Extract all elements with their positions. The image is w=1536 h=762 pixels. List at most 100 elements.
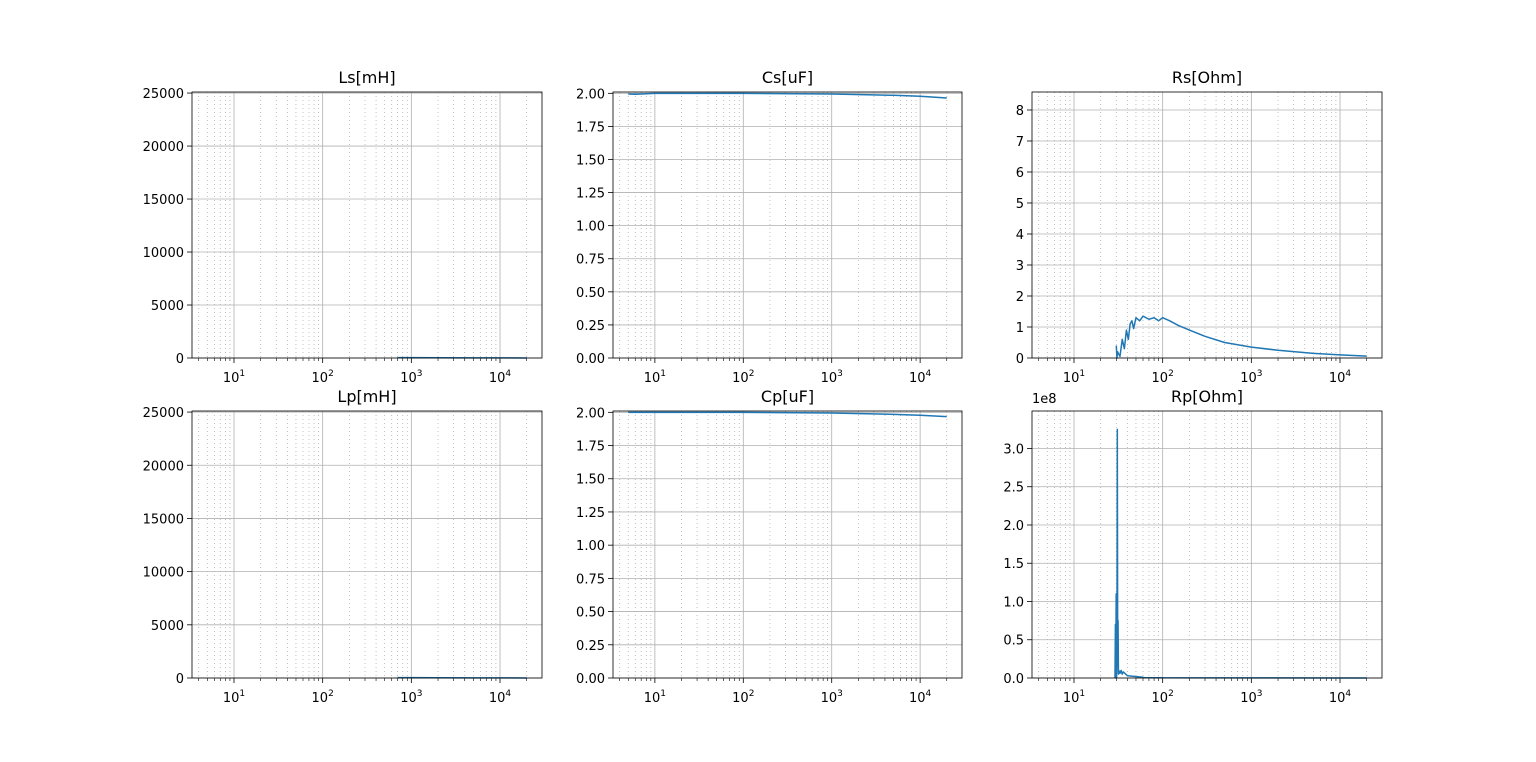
y-tick-label: 15000 [143,512,184,527]
x-tick-base: 10 [1063,691,1080,706]
x-tick-exponent: 1 [239,689,245,699]
x-tick-exponent: 4 [1345,689,1351,699]
x-tick-exponent: 3 [837,689,843,699]
y-tick-label: 8 [1016,104,1024,119]
y-tick-label: 1.75 [576,440,605,455]
x-tick-exponent: 3 [837,369,843,379]
y-tick-label: 7 [1016,135,1024,150]
x-tick-label: 104 [1329,369,1352,386]
y-tick-label: 5 [1016,197,1024,212]
y-tick-label: 1.0 [1003,595,1024,610]
x-tick-base: 10 [489,371,506,386]
y-tick-label: 1.00 [576,220,605,235]
y-tick-label: 2 [1016,290,1024,305]
x-tick-label: 102 [732,369,754,386]
y-tick-label: 1.5 [1003,557,1024,572]
y-tick-label: 10000 [143,566,184,581]
y-tick-label: 1 [1016,321,1024,336]
x-tick-exponent: 1 [1079,689,1085,699]
x-tick-exponent: 3 [417,369,423,379]
y-tick-label: 4 [1016,228,1024,243]
y-tick-label: 0.5 [1003,634,1024,649]
x-tick-exponent: 3 [417,689,423,699]
x-tick-base: 10 [644,691,661,706]
subplot-title: Rp[Ohm] [1171,387,1243,406]
y-tick-label: 0.00 [576,672,605,687]
x-tick-exponent: 2 [749,369,755,379]
series-line [628,92,947,99]
x-tick-label: 104 [489,689,512,706]
y-tick-label: 25000 [143,406,184,421]
series-line [628,411,947,418]
y-tick-label: 5000 [151,299,184,314]
y-tick-label: 20000 [143,459,184,474]
y-tick-label: 1.75 [576,120,605,135]
y-tick-label: 10000 [143,246,184,261]
x-tick-label: 103 [400,689,422,706]
x-tick-base: 10 [1240,371,1257,386]
y-tick-label: 1.25 [576,506,605,521]
x-tick-base: 10 [400,691,417,706]
series-line [1115,315,1367,359]
x-tick-label: 104 [1329,689,1352,706]
y-tick-label: 3 [1016,259,1024,274]
axes-frame [1031,91,1383,359]
y-tick-label: 0.0 [1003,672,1024,687]
x-tick-base: 10 [732,691,749,706]
y-tick-label: 2.0 [1003,519,1024,534]
x-tick-exponent: 1 [660,369,666,379]
x-tick-base: 10 [909,371,926,386]
x-tick-exponent: 2 [328,369,334,379]
y-tick-label: 1.00 [576,539,605,554]
subplot-title: Lp[mH] [337,387,396,406]
x-tick-label: 101 [223,369,245,386]
offset-text: 1e8 [1032,392,1057,407]
x-tick-base: 10 [1063,371,1080,386]
x-tick-base: 10 [1152,691,1169,706]
x-tick-label: 101 [644,369,666,386]
x-tick-base: 10 [1240,691,1257,706]
x-tick-label: 102 [732,689,754,706]
x-tick-exponent: 1 [239,369,245,379]
series-line [1114,428,1367,679]
x-tick-base: 10 [1329,691,1346,706]
y-tick-label: 0.25 [576,319,605,334]
y-tick-label: 15000 [143,193,184,208]
x-tick-label: 103 [1240,689,1262,706]
x-tick-base: 10 [489,691,506,706]
x-tick-exponent: 3 [1257,369,1263,379]
y-tick-label: 0 [176,672,184,687]
x-tick-exponent: 2 [328,689,334,699]
y-tick-label: 2.00 [576,406,605,421]
x-tick-label: 103 [400,369,422,386]
x-tick-label: 102 [1152,369,1174,386]
axes-frame [612,91,963,359]
x-tick-exponent: 1 [1079,369,1085,379]
x-tick-base: 10 [1152,371,1169,386]
x-tick-label: 101 [223,689,245,706]
x-tick-base: 10 [821,371,838,386]
y-tick-label: 1.50 [576,473,605,488]
x-tick-label: 104 [489,369,512,386]
y-tick-label: 0.00 [576,352,605,367]
x-tick-label: 103 [821,369,843,386]
subplot-title: Cp[uF] [761,387,814,406]
x-tick-label: 104 [909,689,932,706]
y-tick-label: 6 [1016,166,1024,181]
x-tick-base: 10 [312,691,329,706]
x-tick-base: 10 [644,371,661,386]
y-tick-label: 0.75 [576,253,605,268]
x-tick-base: 10 [223,371,240,386]
x-tick-exponent: 4 [1345,369,1351,379]
axes-frame [612,410,963,679]
y-tick-label: 1.25 [576,187,605,202]
subplot-title: Ls[mH] [338,68,395,87]
x-tick-base: 10 [312,371,329,386]
x-tick-label: 102 [312,689,334,706]
x-tick-label: 101 [1063,689,1085,706]
x-tick-exponent: 2 [1168,369,1174,379]
y-tick-label: 0.75 [576,572,605,587]
x-tick-exponent: 4 [505,689,511,699]
y-tick-label: 2.5 [1003,481,1024,496]
